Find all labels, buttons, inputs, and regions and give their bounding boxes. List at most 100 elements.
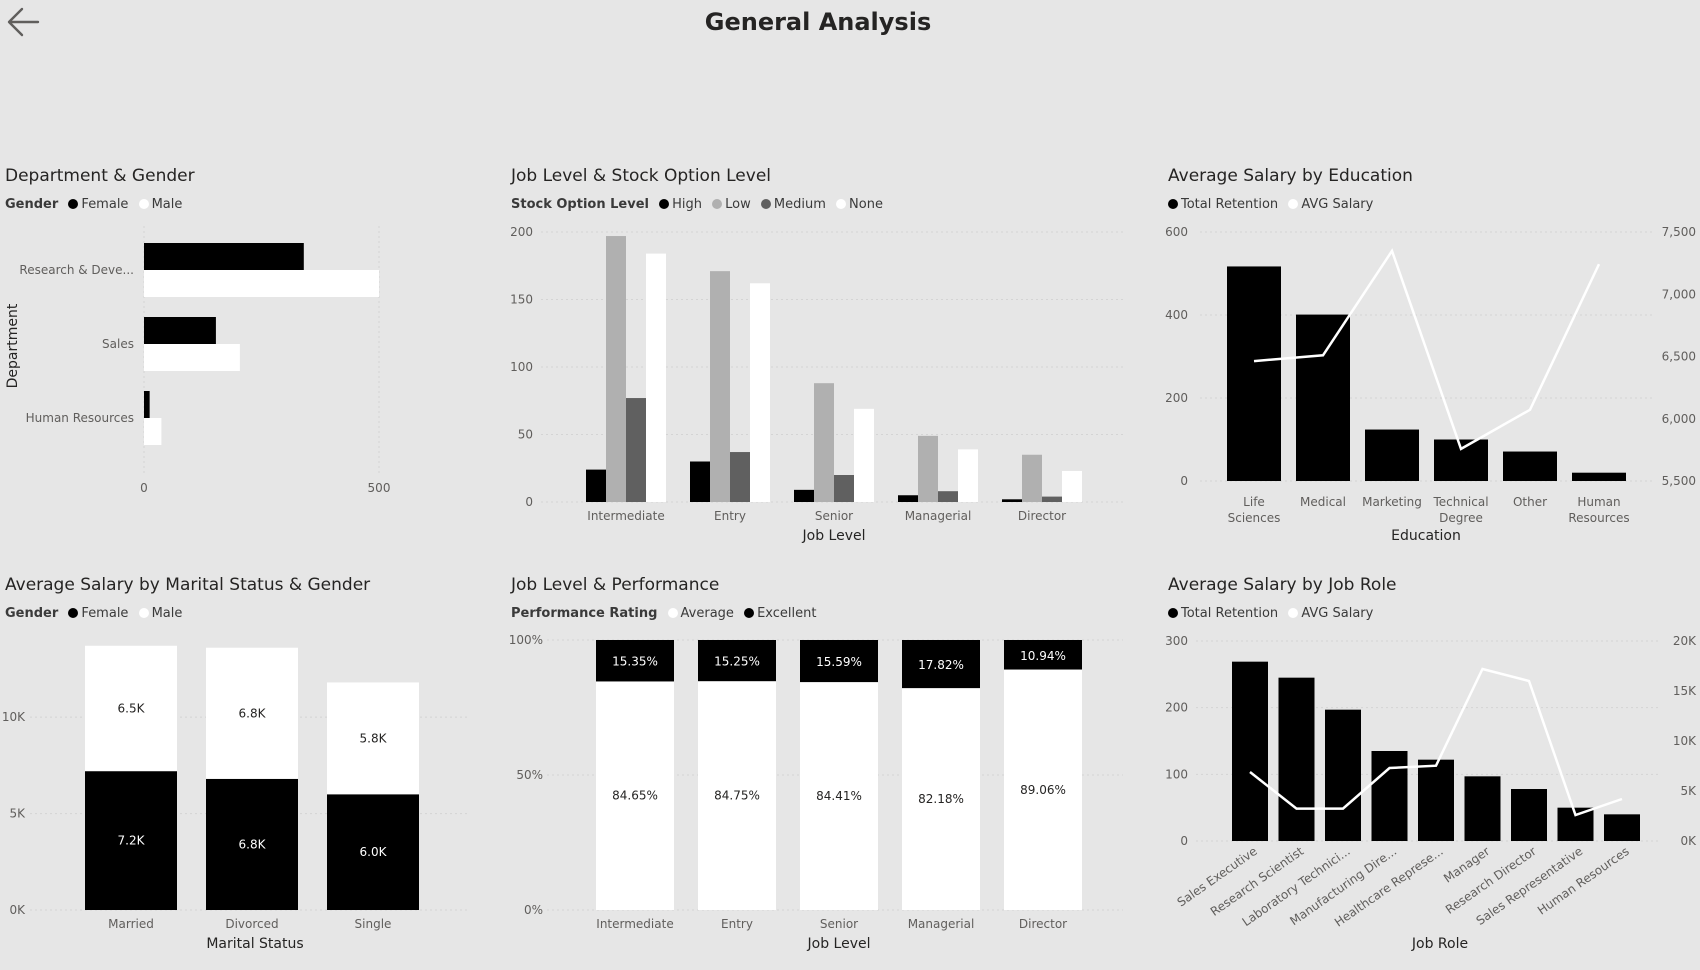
page-title: General Analysis [704,8,932,36]
medium-swatch-icon [760,199,771,209]
y-tick-label: 10K [2,710,26,724]
bar-average-senior [800,682,878,910]
legend-title: Gender [5,606,59,621]
bar-retention-medical [1296,314,1350,481]
data-label-excellent: 15.25% [714,655,760,669]
salary-swatch-icon [1288,199,1299,209]
x-tick-label: Other [1513,495,1547,509]
chart-legend: Performance Rating Average Excellent [511,606,822,621]
legend-item-female[interactable]: Female [68,197,128,212]
y-tick-label: 100% [509,633,543,647]
data-label-average: 82.18% [918,792,964,806]
x-tick-label: Life Sciences [1228,495,1281,525]
x-tick-label: Single [355,917,392,931]
y-tick-label: 100 [1165,767,1188,781]
bar-retention-healthcare-represe [1418,759,1454,841]
bar-none-entry [750,283,770,502]
x-tick-label: Director [1019,917,1067,931]
bar-none-senior [854,408,874,502]
female-swatch-icon [68,608,79,618]
y-tick-label: Sales [102,337,134,351]
excellent-swatch-icon [744,608,755,618]
bar-high-intermediate [586,469,606,502]
y2-tick-label: 6,000 [1662,412,1696,426]
bar-retention-life-sciences [1227,266,1281,481]
bar-medium-managerial [938,491,958,502]
bar-high-entry [690,461,710,502]
data-label-male: 6.8K [239,706,267,720]
legend-item-high[interactable]: High [659,197,702,212]
data-label-excellent: 17.82% [918,658,964,672]
y2-tick-label: 5K [1680,784,1697,798]
department-gender-chart: Department & Gender Gender Female Male R… [5,166,465,536]
bar-low-senior [814,383,834,502]
chart-title: Average Salary by Education [1168,166,1413,186]
x-axis-title: Job Role [1411,936,1468,952]
legend-item-total-retention[interactable]: Total Retention [1168,606,1278,621]
legend-item-medium[interactable]: Medium [760,197,826,212]
line-avg-salary [1249,667,1623,817]
legend-item-total-retention[interactable]: Total Retention [1168,197,1278,212]
bar-low-entry [710,271,730,502]
legend-item-female[interactable]: Female [68,606,128,621]
data-label-average: 89.06% [1020,783,1066,797]
y2-tick-label: 7,500 [1662,225,1696,239]
bar-high-senior [794,489,814,502]
chart-plot-area: 0K 5K 10K 7.2K 6.5K Married 6.8K 6.8K Divorced 6.… [2,645,467,952]
chart-title: Average Salary by Job Role [1168,575,1397,595]
legend-item-male[interactable]: Male [138,606,182,621]
y2-tick-label: 7,000 [1662,287,1696,301]
female-swatch-icon [68,199,79,209]
bar-female-single [327,794,419,910]
bar-retention-human-resources [1604,814,1640,841]
x-tick-label: Senior [820,917,858,931]
data-label-average: 84.75% [714,789,760,803]
legend-title: Performance Rating [511,606,658,621]
y-tick-label: 0 [525,495,533,509]
legend-item-male[interactable]: Male [138,197,182,212]
x-tick-label: Married [108,917,154,931]
legend-item-none[interactable]: None [836,197,883,212]
retention-swatch-icon [1168,199,1178,209]
legend-item-low[interactable]: Low [712,197,751,212]
y-tick-label: 200 [510,225,533,239]
legend-item-excellent[interactable]: Excellent [744,606,816,621]
bar-retention-human-resources [1572,472,1626,481]
chart-title: Department & Gender [5,166,195,186]
bar-retention-manufacturing-dire [1371,751,1408,841]
bar-female-sales [144,317,216,344]
data-label-excellent: 15.59% [816,655,862,669]
data-label-excellent: 15.35% [612,655,658,669]
chart-legend: Gender Female Male [5,197,188,212]
x-tick-label: Medical [1300,495,1346,509]
bar-female-divorced [206,778,298,910]
x-tick-label: Marketing [1362,495,1422,509]
bar-none-director [1062,470,1082,502]
legend-item-average[interactable]: Average [667,606,734,621]
x-tick-label: 0 [140,481,148,495]
bar-retention-other [1503,451,1557,481]
bar-retention-research-director [1511,789,1547,841]
chart-plot-area: Research & Deve... Sales Human Resources 0 5… [5,226,390,495]
x-axis-title: Marital Status [206,936,303,952]
bar-medium-senior [834,475,854,502]
legend-item-avg-salary[interactable]: AVG Salary [1288,606,1373,621]
bar-none-intermediate [646,253,666,502]
x-tick-label: Divorced [225,917,278,931]
line-avg-salary [1253,248,1601,451]
x-tick-label: Director [1018,509,1066,523]
male-swatch-icon [138,199,149,209]
back-arrow-icon[interactable] [4,4,44,40]
y-tick-label: 0 [1180,474,1188,488]
y2-tick-label: 0K [1680,834,1697,848]
bar-average-director [1004,669,1082,910]
data-label-excellent: 10.94% [1020,649,1066,663]
y-tick-label: 200 [1165,391,1188,405]
bar-medium-entry [730,452,750,502]
legend-item-avg-salary[interactable]: AVG Salary [1288,197,1373,212]
bar-retention-marketing [1365,429,1419,481]
bar-excellent-senior [800,640,878,683]
y-tick-label: 300 [1165,634,1188,648]
salary-swatch-icon [1288,608,1299,618]
